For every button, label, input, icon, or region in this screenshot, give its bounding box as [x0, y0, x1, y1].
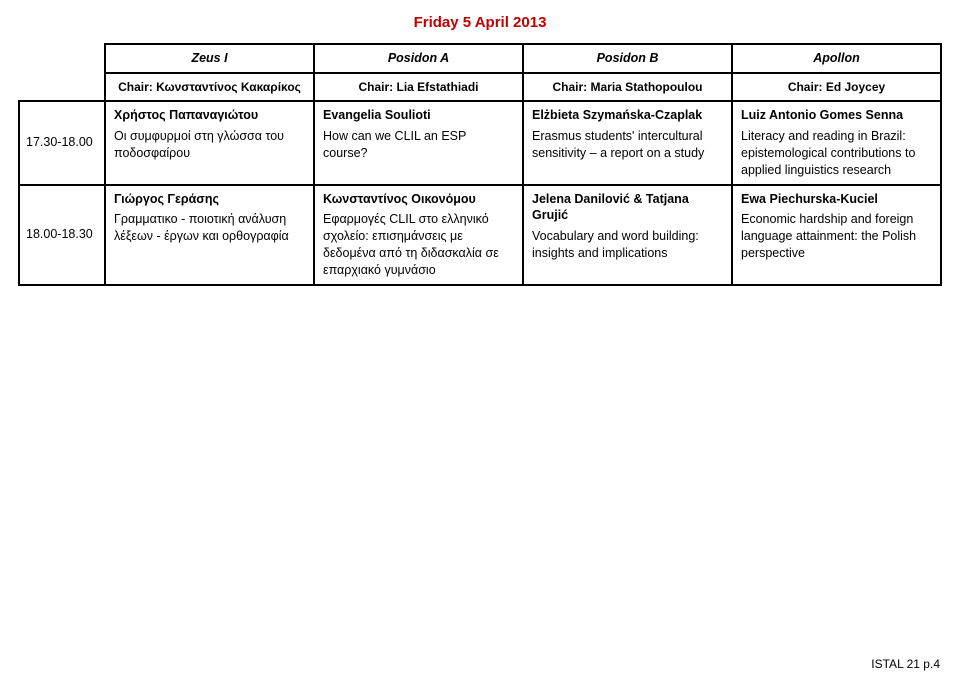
talk: Vocabulary and word building: insights a…: [532, 228, 723, 262]
room-2: Posidon B: [523, 44, 732, 73]
speaker: Elżbieta Szymańska-Czaplak: [532, 107, 723, 124]
speaker: Ewa Piechurska-Kuciel: [741, 191, 932, 208]
slot-0-time: 17.30-18.00: [19, 101, 105, 185]
speaker: Γιώργος Γεράσης: [114, 191, 305, 208]
page-number: ISTAL 21 p.4: [871, 657, 940, 671]
chairs-row: Chair: Κωνσταντίνος Κακαρίκος Chair: Lia…: [19, 73, 941, 101]
speaker: Evangelia Soulioti: [323, 107, 514, 124]
talk: Γραμματικο - ποιοτική ανάλυση λέξεων - έ…: [114, 211, 305, 245]
slot-1-cell-1: Κωνσταντίνος Οικονόμου Εφαρμογές CLIL στ…: [314, 185, 523, 285]
page-title: Friday 5 April 2013: [18, 14, 942, 31]
slot-0-cell-0: Χρήστος Παπαναγιώτου Οι συμφυρμοί στη γλ…: [105, 101, 314, 185]
speaker: Luiz Antonio Gomes Senna: [741, 107, 932, 124]
rooms-row: Zeus I Posidon A Posidon B Apollon: [19, 44, 941, 73]
talk: Literacy and reading in Brazil: epistemo…: [741, 128, 932, 179]
speaker: Jelena Danilović & Tatjana Grujić: [532, 191, 723, 225]
talk: Economic hardship and foreign language a…: [741, 211, 932, 262]
talk: Οι συμφυρμοί στη γλώσσα του ποδοσφαίρου: [114, 128, 305, 162]
slot-0-cell-3: Luiz Antonio Gomes Senna Literacy and re…: [732, 101, 941, 185]
slot-1-cell-2: Jelena Danilović & Tatjana Grujić Vocabu…: [523, 185, 732, 285]
slot-0-cell-2: Elżbieta Szymańska-Czaplak Erasmus stude…: [523, 101, 732, 185]
blank: [19, 73, 105, 101]
speaker: Κωνσταντίνος Οικονόμου: [323, 191, 514, 208]
talk: Erasmus students' intercultural sensitiv…: [532, 128, 723, 162]
chair-3: Chair: Ed Joycey: [732, 73, 941, 101]
slot-1-cell-3: Ewa Piechurska-Kuciel Economic hardship …: [732, 185, 941, 285]
chair-1: Chair: Lia Efstathiadi: [314, 73, 523, 101]
slot-1-cell-0: Γιώργος Γεράσης Γραμματικο - ποιοτική αν…: [105, 185, 314, 285]
blank: [19, 44, 105, 73]
chair-2: Chair: Maria Stathopoulou: [523, 73, 732, 101]
talk: How can we CLIL an ESP course?: [323, 128, 514, 162]
room-3: Apollon: [732, 44, 941, 73]
slot-0-row: 17.30-18.00 Χρήστος Παπαναγιώτου Οι συμφ…: [19, 101, 941, 185]
speaker: Χρήστος Παπαναγιώτου: [114, 107, 305, 124]
room-1: Posidon A: [314, 44, 523, 73]
chair-0: Chair: Κωνσταντίνος Κακαρίκος: [105, 73, 314, 101]
room-0: Zeus I: [105, 44, 314, 73]
slot-0-cell-1: Evangelia Soulioti How can we CLIL an ES…: [314, 101, 523, 185]
slot-1-time: 18.00-18.30: [19, 185, 105, 285]
talk: Εφαρμογές CLIL στο ελληνικό σχολείο: επι…: [323, 211, 514, 279]
schedule-table: Zeus I Posidon A Posidon B Apollon Chair…: [18, 43, 942, 286]
slot-1-row: 18.00-18.30 Γιώργος Γεράσης Γραμματικο -…: [19, 185, 941, 285]
